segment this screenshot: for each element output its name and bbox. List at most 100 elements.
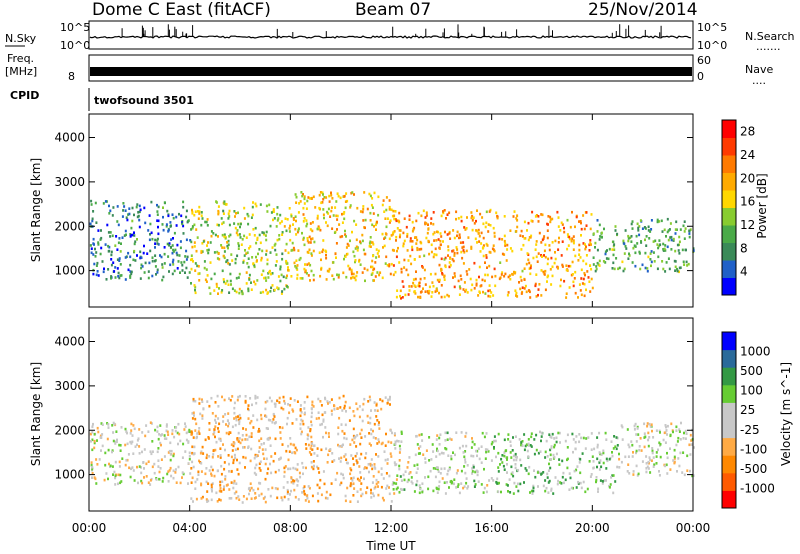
heatmap-cell [295,219,297,223]
heatmap-cell [92,253,95,256]
heatmap-cell [262,452,265,456]
heatmap-cell [136,254,138,257]
heatmap-cell [200,223,203,227]
heatmap-cell [261,249,264,253]
heatmap-cell [384,262,387,265]
heatmap-cell [444,265,447,269]
heatmap-cell [355,452,358,455]
heatmap-cell [515,294,517,297]
heatmap-cell [233,479,236,483]
heatmap-cell [171,213,174,216]
heatmap-cell [154,238,157,242]
heatmap-cell [634,251,637,255]
heatmap-cell [140,479,143,483]
heatmap-cell [670,235,673,239]
heatmap-cell [630,240,633,243]
heatmap-cell [186,255,189,259]
heatmap-cell [294,215,297,218]
heatmap-cell [438,247,441,250]
heatmap-cell [145,462,148,466]
nsky-trace [89,24,692,39]
heatmap-cell [484,225,487,229]
heatmap-cell [313,452,316,455]
nave-tick-top: 60 [697,54,711,67]
heatmap-cell [632,470,635,473]
heatmap-cell [491,275,494,279]
heatmap-cell [198,402,201,405]
heatmap-cell [112,473,114,476]
heatmap-cell [257,252,259,256]
heatmap-cell [169,458,172,462]
heatmap-cell [635,234,638,238]
heatmap-cell [283,475,286,478]
heatmap-cell [193,241,196,244]
heatmap-cell [194,399,197,403]
heatmap-cell [635,433,638,436]
heatmap-cell [448,486,450,489]
heatmap-cell [362,207,365,211]
heatmap-cell [307,485,310,488]
heatmap-cell [550,489,553,492]
heatmap-cell [115,430,118,433]
heatmap-cell [343,257,345,261]
heatmap-cell [592,466,595,470]
heatmap-cell [399,487,402,491]
heatmap-cell [279,213,282,217]
heatmap-cell [507,275,510,279]
heatmap-cell [245,282,248,285]
heatmap-cell [186,220,189,224]
heatmap-cell [574,254,577,258]
heatmap-cell [548,462,550,466]
heatmap-cell [228,488,231,491]
heatmap-cell [91,467,94,471]
heatmap-cell [482,236,485,240]
colorbar-swatch [722,172,736,191]
heatmap-cell [553,437,556,440]
heatmap-cell [248,435,251,439]
heatmap-cell [438,436,441,440]
heatmap-cell [190,497,193,500]
heatmap-cell [222,254,225,258]
heatmap-cell [440,467,443,471]
heatmap-cell [512,474,515,478]
heatmap-cell [470,216,473,220]
heatmap-cell [582,242,585,245]
heatmap-cell [643,422,646,426]
heatmap-cell [656,267,659,271]
heatmap-cell [433,253,436,256]
heatmap-cell [549,466,552,470]
heatmap-cell [552,453,555,457]
heatmap-cell [420,214,423,218]
heatmap-cell [358,260,360,263]
heatmap-cell [501,454,504,457]
heatmap-cell [138,465,141,468]
heatmap-cell [355,223,358,226]
heatmap-cell [338,457,340,460]
heatmap-cell [653,463,656,466]
heatmap-cell [236,468,239,471]
heatmap-cell [326,269,329,273]
heatmap-cell [524,467,527,470]
heatmap-cell [360,452,363,456]
heatmap-cell [574,447,577,451]
heatmap-cell [354,247,357,250]
heatmap-cell [677,457,680,460]
heatmap-cell [635,449,638,453]
heatmap-cell [191,245,194,249]
heatmap-cell [636,222,639,226]
heatmap-cell [553,443,556,447]
heatmap-cell [302,206,305,210]
heatmap-cell [649,425,652,428]
heatmap-cell [256,396,259,399]
heatmap-cell [137,211,140,214]
velocity-heatmap [89,394,695,504]
heatmap-cell [464,450,467,453]
heatmap-cell [506,471,508,474]
heatmap-cell [601,480,604,483]
heatmap-cell [91,448,94,452]
heatmap-cell [669,433,672,437]
heatmap-cell [583,282,586,286]
heatmap-cell [306,395,309,399]
heatmap-cell [382,477,385,480]
heatmap-cell [292,466,295,470]
